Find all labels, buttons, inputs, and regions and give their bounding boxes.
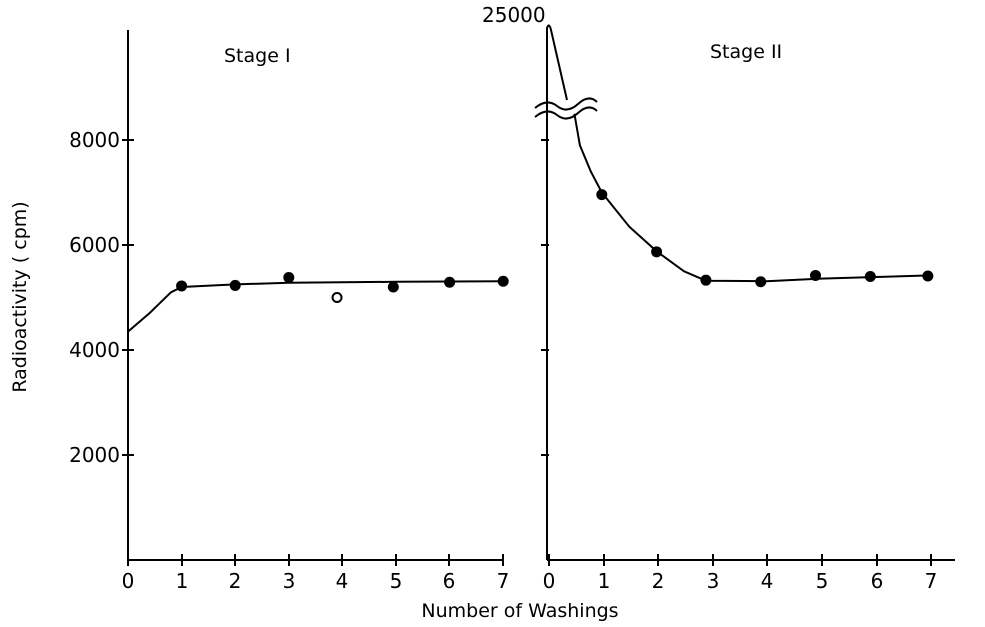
left-x-tick-label: 1 <box>176 569 189 593</box>
y-axis-title: Radioactivity ( cpm) <box>9 201 31 392</box>
right-x-tick-label: 4 <box>761 569 774 593</box>
right-data-point <box>596 189 608 201</box>
left-x-tick-label: 3 <box>283 569 296 593</box>
axis-break-label: 25000 <box>482 3 546 27</box>
left-data-point <box>229 279 241 291</box>
left-x-tick-label: 5 <box>390 569 403 593</box>
left-y-tick-label: 2000 <box>69 443 120 467</box>
right-panel-marks: 0 1 2 3 4 5 6 7 <box>541 24 938 593</box>
right-data-point <box>810 269 822 281</box>
right-x-tick-label: 5 <box>816 569 829 593</box>
left-panel-title: Stage I <box>224 45 291 67</box>
right-x-tick-label: 6 <box>871 569 884 593</box>
left-data-point <box>283 272 295 284</box>
left-x-tick-label: 7 <box>497 569 510 593</box>
right-data-point <box>864 271 876 282</box>
left-data-point <box>176 280 188 292</box>
left-y-tick-label: 4000 <box>69 338 120 362</box>
right-x-tick-label: 3 <box>707 569 720 593</box>
left-data-point <box>444 276 456 288</box>
right-data-point <box>922 270 934 282</box>
left-panel-marks: 0 1 2 3 4 5 6 7 2000 4000 6000 8000 <box>69 128 509 593</box>
right-panel-title: Stage II <box>710 41 782 63</box>
left-data-point-open <box>331 292 343 303</box>
left-y-tick-label: 6000 <box>69 233 120 257</box>
x-axis-title: Number of Washings <box>421 600 618 622</box>
right-data-point <box>700 274 712 286</box>
left-x-tick-label: 4 <box>336 569 349 593</box>
left-x-tick-label: 6 <box>443 569 456 593</box>
left-y-tick-label: 8000 <box>69 128 120 152</box>
right-x-tick-label: 7 <box>925 569 938 593</box>
left-fit-curve <box>127 280 504 333</box>
left-x-tick-label: 2 <box>229 569 242 593</box>
right-spike-curve <box>546 24 568 125</box>
right-x-tick-label: 2 <box>652 569 665 593</box>
right-data-point <box>651 246 663 258</box>
right-data-point <box>755 276 767 288</box>
right-x-tick-label: 0 <box>543 569 556 593</box>
left-data-point <box>387 281 399 293</box>
right-x-tick-label: 1 <box>598 569 611 593</box>
right-fit-curve <box>573 113 931 283</box>
left-data-point <box>497 275 509 287</box>
left-x-tick-label: 0 <box>122 569 135 593</box>
